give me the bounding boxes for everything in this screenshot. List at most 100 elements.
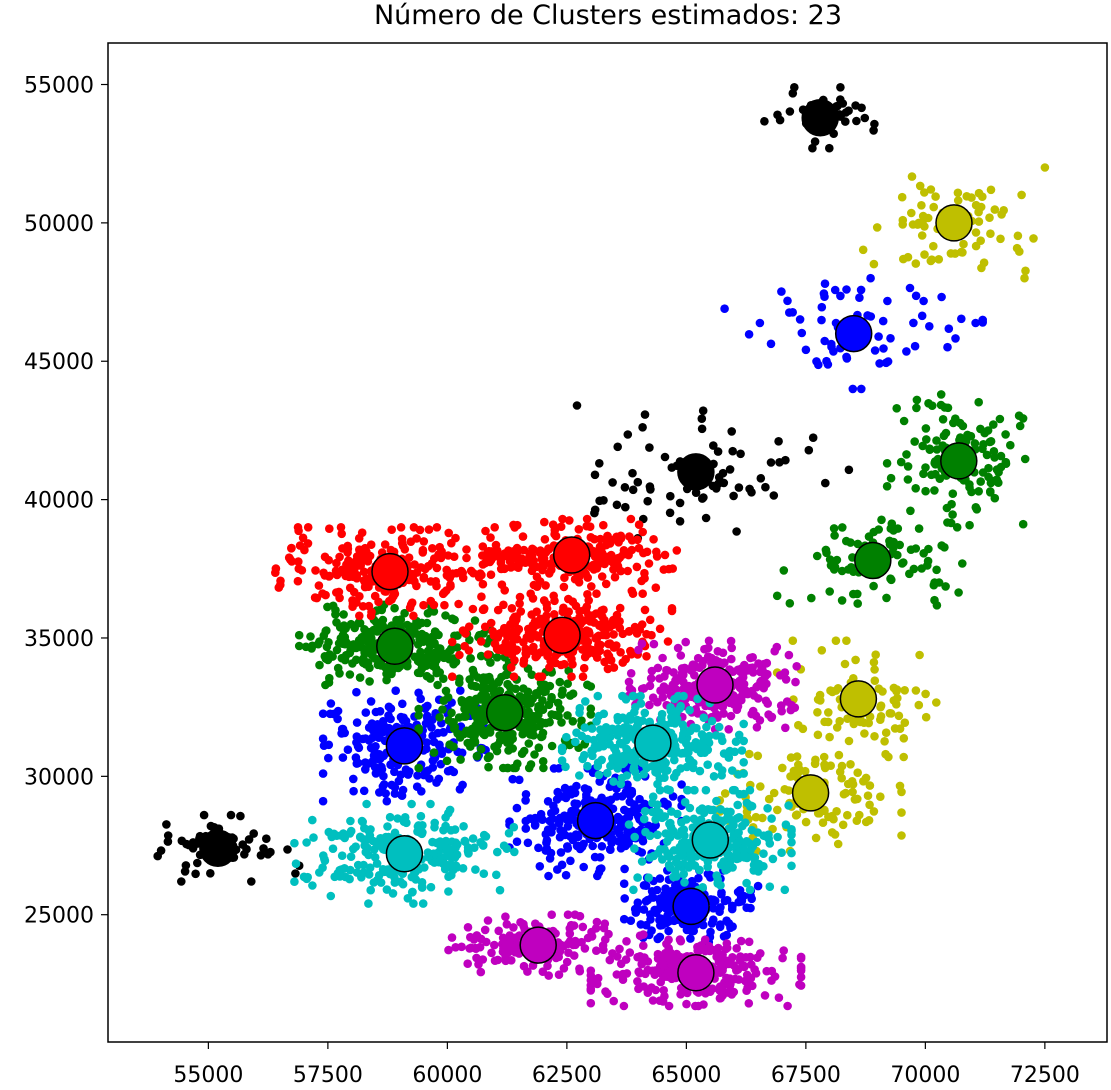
cluster-center-13 [376,627,414,666]
cluster-center-5 [839,680,878,718]
data-point [842,636,851,645]
data-point [512,615,521,624]
data-point [753,751,763,761]
data-point [877,515,886,525]
data-point [600,657,609,667]
data-point [621,695,631,704]
data-point [554,818,564,828]
data-point [692,723,701,733]
data-point [1040,163,1050,172]
data-point [349,786,358,796]
data-point [903,462,913,471]
data-point [714,473,724,482]
data-point [512,803,522,813]
data-point [499,600,508,610]
data-point [426,799,435,809]
data-point [320,854,329,864]
data-point [333,706,343,716]
data-point [719,749,729,758]
data-point [478,551,487,560]
data-point [345,670,355,679]
data-point [370,762,380,772]
data-point [446,826,456,835]
data-point [1015,421,1025,431]
data-point [324,678,334,687]
data-point [486,533,495,542]
data-point [352,574,362,583]
data-point [736,936,746,946]
data-point [869,259,879,269]
data-point [664,860,674,870]
data-point [373,839,383,849]
data-point [446,850,455,860]
data-point [495,885,505,895]
data-point [428,731,437,741]
data-point [500,564,509,574]
data-point [882,459,892,468]
data-point [971,503,981,512]
data-point [425,774,434,783]
data-point [359,860,368,870]
data-point [568,717,578,726]
data-point [899,254,908,264]
data-point [548,814,557,824]
data-point [507,956,516,965]
data-point [1006,440,1015,450]
data-point [290,877,299,886]
data-point [632,629,642,638]
data-point [580,723,590,732]
data-point [540,517,549,527]
data-point [539,763,548,773]
data-point [382,796,392,806]
data-point [680,797,690,807]
data-point [456,755,465,764]
data-point [471,865,480,874]
data-point [874,332,883,341]
data-point [358,632,368,641]
data-point [566,856,575,866]
data-point [801,345,811,355]
data-point [419,600,428,610]
data-point [936,400,946,410]
data-point [844,736,854,746]
data-point [439,696,449,705]
data-point [375,623,385,633]
data-point [306,632,315,641]
data-point [396,712,406,722]
data-point [869,807,879,816]
data-point [445,805,455,815]
data-point [558,514,567,524]
data-point [734,828,743,837]
data-point [413,771,422,780]
data-point [655,874,665,883]
data-point [671,677,681,686]
data-point [902,450,911,459]
data-point [438,589,448,599]
data-point [458,626,468,635]
y-tick-label: 30000 [24,765,94,790]
data-point [726,711,736,721]
data-point [435,649,445,658]
data-point [683,785,692,795]
data-point [447,718,457,728]
data-point [665,508,675,518]
data-point [380,867,390,877]
data-point [414,763,424,773]
data-point [596,534,605,544]
data-point [535,721,544,731]
data-point [639,814,649,824]
data-point [356,833,365,842]
data-point [751,969,761,978]
data-point [859,777,868,786]
data-point [634,645,643,655]
data-point [792,752,802,761]
data-point [984,472,993,482]
data-point [428,661,438,671]
data-point [614,837,624,846]
data-point [740,660,749,670]
data-point [986,437,996,446]
data-point [441,836,451,846]
data-point [616,959,626,969]
data-point [760,991,770,1000]
data-point [567,672,576,681]
